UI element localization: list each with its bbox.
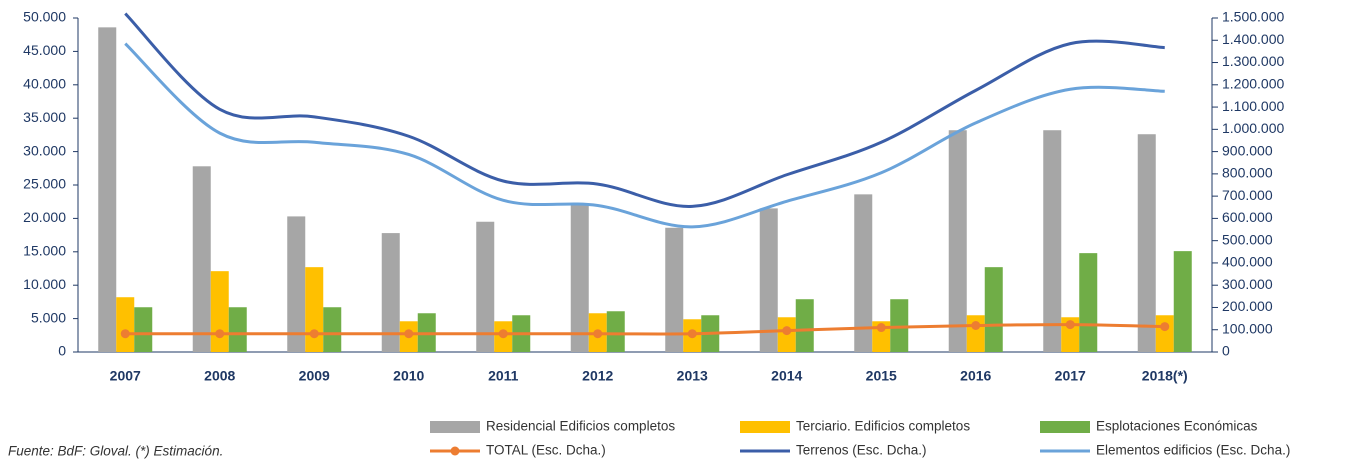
y-tick-label: 45.000	[23, 42, 66, 58]
x-tick-label: 2011	[488, 368, 519, 384]
y-tick-label: 30.000	[23, 142, 66, 158]
bar	[287, 216, 306, 352]
y-tick-label: 20.000	[23, 209, 66, 225]
y2-tick-label: 1.100.000	[1222, 98, 1284, 114]
marker	[876, 323, 886, 333]
bar	[948, 130, 967, 352]
bar	[890, 299, 909, 352]
bar	[323, 307, 342, 352]
y-tick-label: 0	[58, 343, 66, 359]
footnote: Fuente: BdF: Gloval. (*) Estimación.	[8, 444, 223, 459]
legend-swatch	[740, 421, 790, 433]
bar	[1079, 253, 1098, 352]
x-tick-label: 2015	[866, 368, 897, 384]
marker	[1065, 320, 1075, 330]
y2-tick-label: 1.000.000	[1222, 120, 1284, 136]
marker	[120, 329, 130, 339]
marker	[687, 329, 697, 339]
marker	[782, 326, 792, 336]
bar	[759, 208, 778, 352]
x-tick-label: 2010	[393, 368, 424, 384]
y2-tick-label: 300.000	[1222, 276, 1273, 292]
line	[124, 12, 1165, 208]
marker	[971, 321, 981, 331]
marker	[1160, 322, 1170, 332]
y2-tick-label: 0	[1222, 343, 1230, 359]
y-tick-label: 35.000	[23, 109, 66, 125]
bar	[665, 227, 684, 352]
marker	[593, 329, 603, 339]
y-tick-label: 5.000	[31, 309, 66, 325]
y2-tick-label: 600.000	[1222, 209, 1273, 225]
bar	[381, 233, 400, 352]
x-tick-label: 2016	[960, 368, 991, 384]
y-tick-label: 15.000	[23, 243, 66, 259]
x-tick-label: 2013	[677, 368, 708, 384]
x-tick-label: 2017	[1055, 368, 1086, 384]
y2-tick-label: 500.000	[1222, 231, 1273, 247]
legend-label: Elementos edificios (Esc. Dcha.)	[1096, 443, 1290, 458]
bar	[1155, 315, 1174, 352]
bar	[98, 27, 117, 353]
marker	[498, 329, 508, 339]
line	[125, 323, 1165, 336]
x-tick-label: 2012	[582, 368, 613, 384]
x-tick-label: 2018(*)	[1142, 368, 1188, 384]
y2-tick-label: 100.000	[1222, 320, 1273, 336]
bar	[1043, 130, 1062, 352]
y2-tick-label: 1.500.000	[1222, 9, 1284, 25]
y2-tick-label: 900.000	[1222, 142, 1273, 158]
y-tick-label: 40.000	[23, 76, 66, 92]
bar	[476, 221, 495, 352]
bar	[1173, 251, 1192, 352]
line	[124, 42, 1165, 229]
marker	[215, 329, 225, 339]
bar	[570, 205, 589, 352]
marker	[404, 329, 414, 339]
bar	[966, 315, 985, 352]
y2-tick-label: 700.000	[1222, 187, 1273, 203]
y-tick-label: 50.000	[23, 9, 66, 25]
bar	[192, 166, 211, 352]
bar	[854, 194, 873, 352]
legend-label: Residencial Edificios completos	[486, 419, 675, 434]
x-tick-label: 2014	[771, 368, 802, 384]
legend-label: Esplotaciones Económicas	[1096, 419, 1258, 434]
bar	[116, 297, 135, 352]
legend-label: Terciario. Edificios completos	[796, 419, 970, 434]
bar	[1137, 134, 1156, 352]
y2-tick-label: 200.000	[1222, 298, 1273, 314]
x-tick-label: 2009	[299, 368, 330, 384]
bar	[228, 307, 247, 352]
x-tick-label: 2008	[204, 368, 235, 384]
y-tick-label: 25.000	[23, 176, 66, 192]
legend-swatch	[1040, 421, 1090, 433]
y-tick-label: 10.000	[23, 276, 66, 292]
marker	[309, 329, 319, 339]
bar	[305, 267, 324, 352]
legend-marker	[450, 446, 460, 456]
bar	[210, 271, 229, 352]
y2-tick-label: 400.000	[1222, 254, 1273, 270]
bar	[984, 267, 1003, 352]
bar	[606, 311, 625, 352]
bar	[134, 307, 153, 352]
bar	[795, 299, 814, 352]
x-tick-label: 2007	[110, 368, 141, 384]
y2-tick-label: 1.400.000	[1222, 31, 1284, 47]
legend-swatch	[430, 421, 480, 433]
y2-tick-label: 800.000	[1222, 165, 1273, 181]
legend-label: Terrenos (Esc. Dcha.)	[796, 443, 927, 458]
y2-tick-label: 1.200.000	[1222, 76, 1284, 92]
y2-tick-label: 1.300.000	[1222, 53, 1284, 69]
legend-label: TOTAL (Esc. Dcha.)	[486, 443, 606, 458]
